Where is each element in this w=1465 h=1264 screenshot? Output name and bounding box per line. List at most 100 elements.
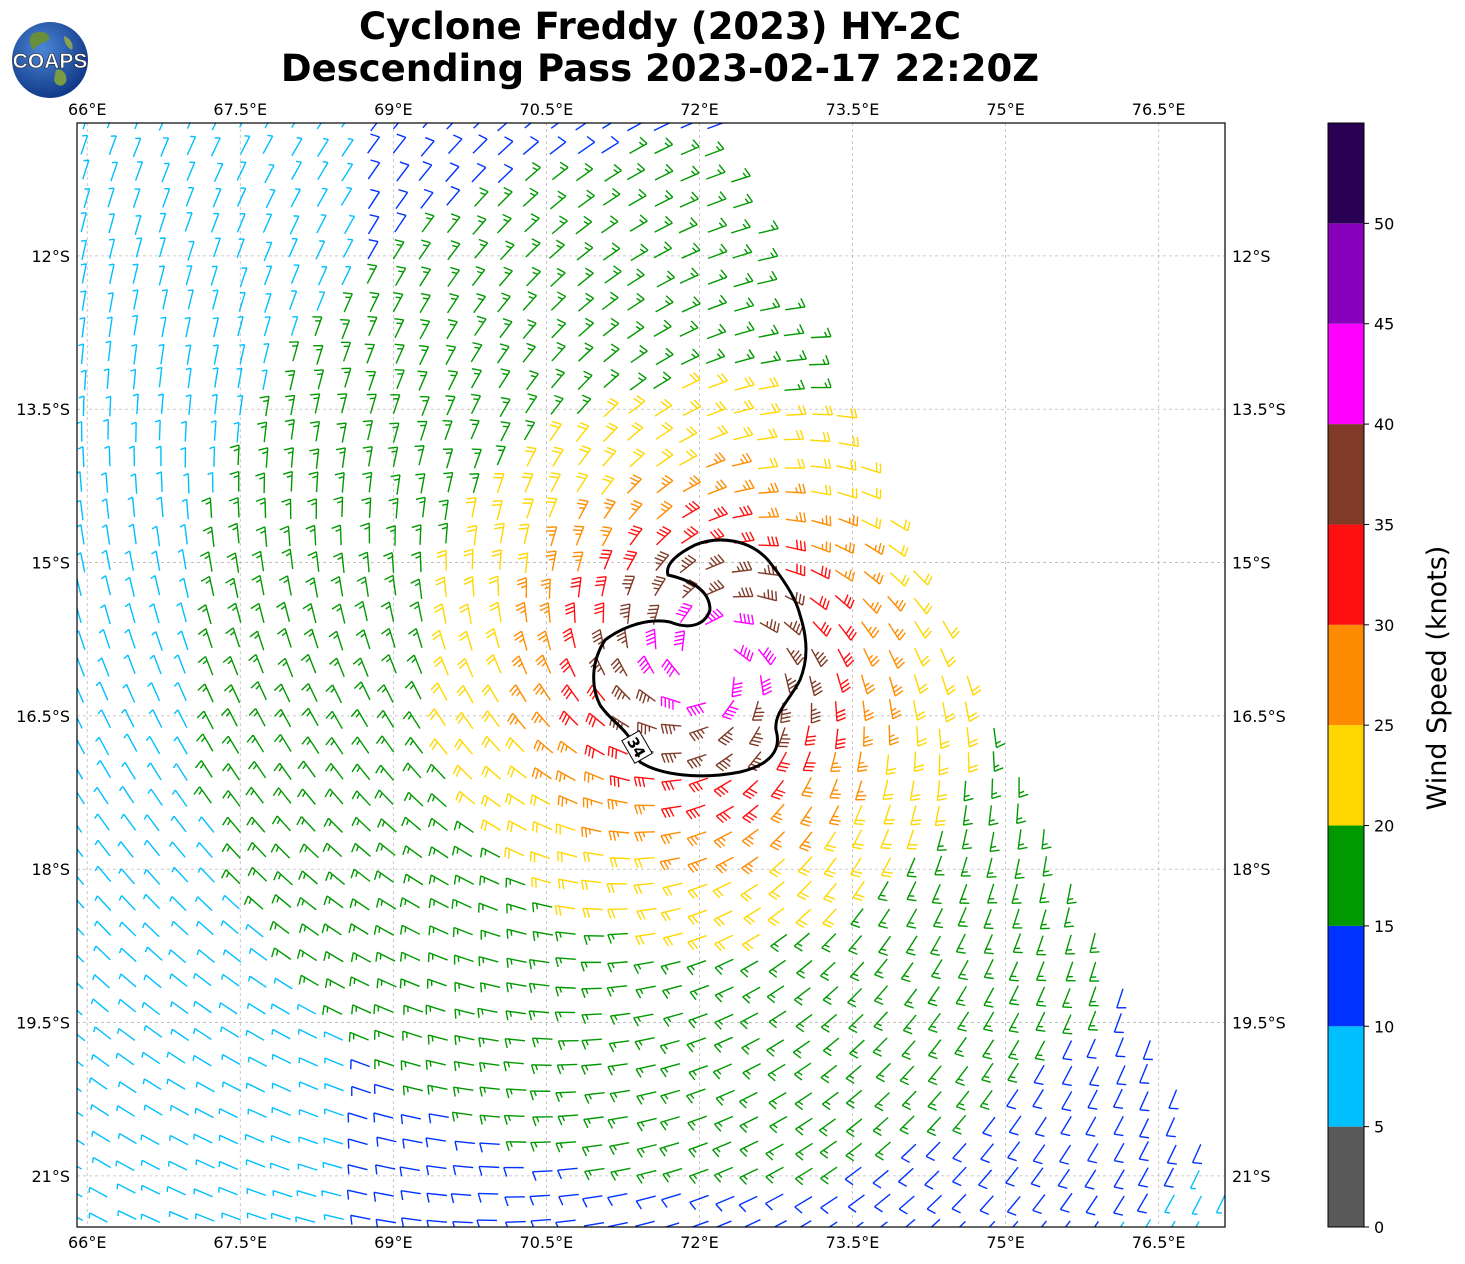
wind-barb	[296, 1189, 317, 1197]
wind-barb	[236, 161, 247, 181]
wind-barb	[100, 472, 109, 493]
title-line-1: Cyclone Freddy (2023) HY-2C	[358, 5, 962, 48]
wind-barb	[454, 981, 475, 992]
wind-barb	[171, 866, 189, 883]
wind-barb	[955, 985, 968, 1007]
wind-barb	[604, 265, 622, 284]
wind-barb	[679, 320, 699, 337]
wind-barb	[550, 368, 565, 389]
wind-barb	[1195, 1221, 1200, 1227]
wind-barb	[121, 761, 136, 780]
wind-barb	[221, 894, 240, 910]
wind-barb	[898, 1195, 915, 1215]
wind-barb	[557, 794, 578, 807]
wind-barb	[453, 1060, 475, 1072]
wind-barb	[340, 341, 352, 362]
wind-barb	[659, 1116, 680, 1131]
lon-tick-label-top: 70.5°E	[520, 100, 574, 119]
wind-barb	[906, 829, 918, 850]
wind-barb	[117, 1210, 137, 1220]
wind-barb	[351, 763, 371, 781]
wind-barb	[591, 628, 605, 650]
wind-barb	[245, 1029, 265, 1041]
wind-barb	[604, 164, 622, 182]
wind-barb	[471, 266, 486, 287]
wind-barb	[660, 1062, 681, 1078]
wind-barb	[708, 373, 728, 389]
wind-barb	[883, 804, 895, 825]
wind-barb	[362, 446, 373, 467]
wind-barb	[472, 134, 488, 154]
wind-barb	[339, 319, 351, 340]
wind-barb	[539, 602, 551, 623]
wind-barb	[517, 552, 529, 574]
wind-barb	[106, 316, 113, 338]
wind-barb	[454, 1008, 475, 1019]
wind-barb	[323, 1108, 344, 1117]
wind-barb	[198, 816, 215, 833]
wind-barb	[269, 1162, 290, 1171]
wind-barb	[169, 1001, 189, 1015]
wind-barb	[450, 1193, 472, 1204]
wind-barb	[220, 973, 240, 987]
wind-barb	[601, 474, 615, 495]
wind-barb	[931, 883, 942, 905]
wind-barb	[819, 1140, 837, 1159]
lat-tick-label-left: 12°S	[31, 247, 70, 266]
wind-barb	[106, 123, 111, 129]
wind-barb	[341, 137, 354, 157]
wind-barb	[1062, 1040, 1073, 1061]
wind-barb	[478, 1061, 500, 1073]
wind-barb	[115, 1160, 135, 1172]
wind-barb	[271, 1082, 292, 1093]
wind-barb	[193, 973, 212, 987]
wind-barb	[148, 709, 163, 728]
wind-barb	[77, 499, 84, 521]
wind-barb	[300, 653, 317, 674]
wind-barb	[963, 780, 974, 802]
wind-barb	[469, 419, 480, 440]
wind-barb	[285, 370, 296, 391]
wind-barb	[329, 657, 345, 678]
lon-tick-label-bottom: 66°E	[68, 1233, 106, 1252]
contour-34-line	[592, 538, 808, 778]
wind-barb	[92, 974, 111, 989]
wind-barb	[373, 1083, 394, 1094]
wind-barb	[77, 1060, 84, 1067]
wind-barb	[262, 213, 273, 233]
wind-barb	[101, 498, 110, 519]
wind-barb	[713, 779, 732, 798]
wind-barb	[834, 542, 856, 555]
wind-barb	[321, 923, 342, 936]
wind-barb	[531, 711, 551, 728]
wind-barb	[629, 136, 648, 154]
wind-barb	[1040, 1220, 1047, 1227]
wind-barb	[298, 1081, 319, 1091]
wind-barb	[823, 857, 837, 878]
wind-barb	[834, 701, 846, 722]
wind-barb	[145, 735, 161, 755]
wind-barb	[196, 733, 214, 752]
wind-barb	[983, 909, 994, 930]
wind-barb	[981, 1062, 994, 1084]
wind-barb	[273, 870, 293, 886]
wind-barb	[609, 1089, 630, 1103]
wind-barb	[427, 792, 447, 808]
wind-barb	[601, 215, 619, 234]
wind-barb	[855, 1221, 864, 1227]
wind-barb	[1066, 883, 1077, 905]
wind-barb	[200, 575, 215, 597]
wind-barb	[193, 1188, 213, 1198]
wind-barb	[427, 1084, 448, 1095]
wind-barb	[962, 805, 973, 826]
wind-barb	[687, 883, 708, 899]
wind-barb	[402, 1138, 423, 1149]
wind-barb	[350, 868, 371, 882]
wind-barb	[117, 1132, 137, 1145]
wind-barb	[988, 805, 999, 826]
wind-barb	[582, 907, 603, 918]
wind-barb	[1115, 1037, 1126, 1058]
wind-barb	[714, 958, 734, 976]
wind-barb	[853, 805, 866, 826]
wind-barb	[634, 804, 655, 815]
